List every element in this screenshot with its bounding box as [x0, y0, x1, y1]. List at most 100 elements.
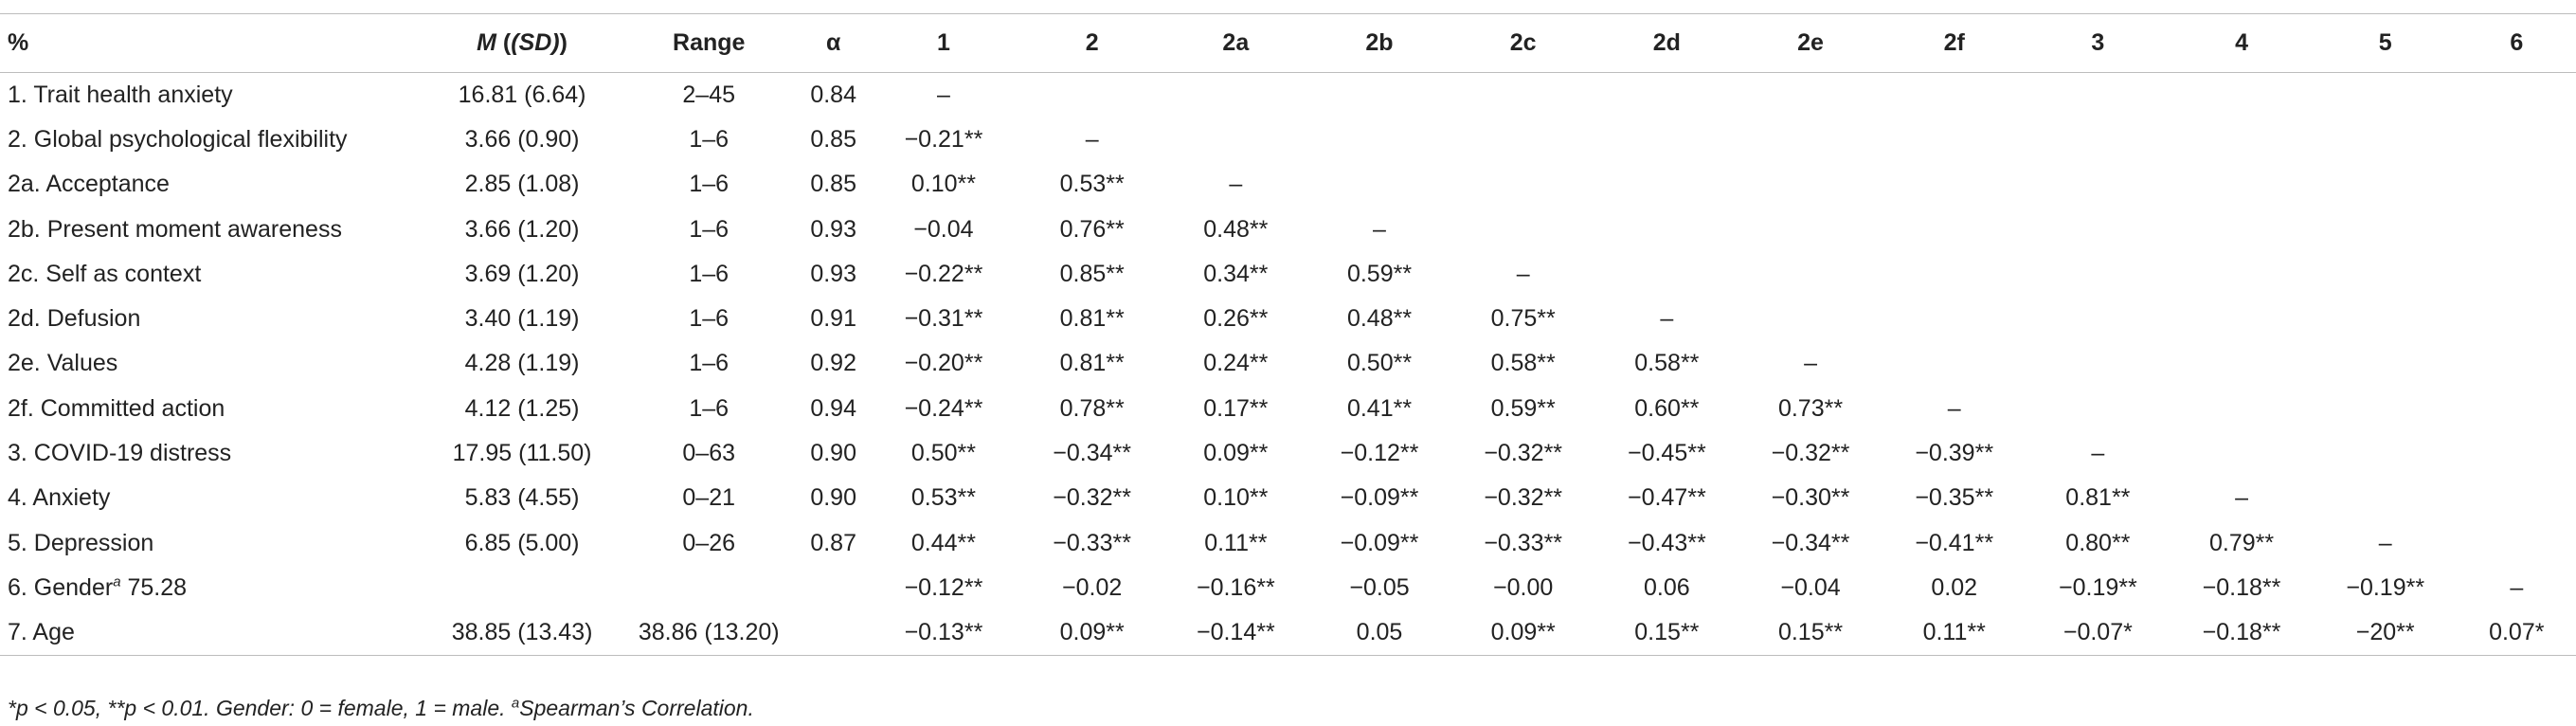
correlation-cell: 0.58** — [1490, 350, 1556, 377]
correlation-cell: −0.43** — [1627, 529, 1706, 556]
correlation-cell: 0.48** — [1203, 215, 1269, 243]
cell-alpha: 0.92 — [810, 350, 856, 377]
correlation-cell: −0.16** — [1196, 573, 1275, 601]
correlation-cell: 0.73** — [1777, 394, 1844, 422]
cell-alpha — [800, 566, 867, 610]
correlation-cell: −0.33** — [1053, 529, 1132, 556]
correlation-cell — [2314, 341, 2458, 386]
correlation-cell: −0.21** — [904, 125, 983, 153]
correlation-cell — [1307, 73, 1451, 118]
correlation-cell: 0.02 — [1931, 573, 1978, 601]
header-col-2b: 2b — [1365, 29, 1394, 56]
correlation-cell — [1451, 207, 1595, 251]
cell-mean-sd — [426, 566, 618, 610]
cell-mean-sd: 4.12 (1.25) — [464, 394, 580, 422]
correlation-cell: – — [936, 81, 950, 108]
cell-range: 38.86 (13.20) — [638, 618, 780, 645]
header-sd: (SD) — [511, 29, 560, 56]
header-col-2: 2 — [1085, 29, 1099, 56]
correlation-cell — [2170, 387, 2314, 431]
cell-mean-sd: 4.28 (1.19) — [464, 350, 580, 377]
correlation-cell: 0.81** — [1059, 350, 1125, 377]
correlation-cell — [1164, 118, 1308, 162]
correlation-cell: −0.18** — [2202, 618, 2281, 645]
cell-mean-sd: 38.85 (13.43) — [451, 618, 593, 645]
header-range: Range — [673, 29, 746, 56]
correlation-cell — [1882, 118, 2027, 162]
cell-alpha: 0.93 — [810, 215, 856, 243]
correlation-cell: −0.32** — [1484, 440, 1563, 467]
correlation-cell: 0.60** — [1634, 394, 1700, 422]
row-label: 2b. Present moment awareness — [8, 215, 342, 243]
cell-alpha: 0.87 — [810, 529, 856, 556]
correlation-cell: – — [1660, 305, 1674, 333]
cell-mean-sd: 3.69 (1.20) — [464, 260, 580, 287]
correlation-cell: 0.41** — [1346, 394, 1413, 422]
correlation-cell: 0.15** — [1634, 618, 1700, 645]
cell-mean-sd: 5.83 (4.55) — [464, 484, 580, 512]
correlation-cell: 0.81** — [2065, 484, 2131, 512]
correlation-cell — [2458, 431, 2576, 476]
cell-mean-sd: 3.40 (1.19) — [464, 305, 580, 333]
row-label: 2e. Values — [8, 350, 118, 377]
correlation-cell — [1738, 73, 1882, 118]
correlation-cell — [2170, 73, 2314, 118]
correlation-cell — [2170, 118, 2314, 162]
correlation-cell — [2170, 162, 2314, 207]
correlation-cell: 0.17** — [1203, 394, 1269, 422]
correlation-cell — [1451, 162, 1595, 207]
correlation-cell: 0.59** — [1490, 394, 1556, 422]
correlation-cell: −0.35** — [1915, 484, 1994, 512]
correlation-cell: −0.20** — [904, 350, 983, 377]
correlation-cell: – — [1229, 171, 1243, 198]
row-label: 3. COVID-19 distress — [8, 440, 232, 467]
correlation-cell — [2170, 207, 2314, 251]
cell-mean-sd: 17.95 (11.50) — [452, 440, 592, 467]
row-label: 6. Gendera 75.28 — [8, 573, 188, 601]
header-row: % M ((SD)) Range α 1 2 2a 2b 2c 2d 2e 2f… — [0, 13, 2576, 73]
correlation-cell: 0.53** — [1059, 171, 1125, 198]
cell-alpha: 0.84 — [810, 81, 856, 108]
correlation-cell — [1451, 118, 1595, 162]
correlation-cell: 0.10** — [1203, 484, 1269, 512]
header-mean-sd: M ((SD)) — [477, 29, 567, 56]
cell-mean-sd: 2.85 (1.08) — [464, 171, 580, 198]
correlation-cell: 0.06 — [1644, 573, 1690, 601]
cell-range: 1–6 — [689, 305, 730, 333]
header-col-4: 4 — [2235, 29, 2248, 56]
cell-alpha: 0.94 — [810, 394, 856, 422]
correlation-cell: 0.11** — [1922, 618, 1986, 645]
correlation-cell: −20** — [2355, 618, 2415, 645]
table-row: 2f. Committed action 4.12 (1.25) 1–6 0.94 −0… — [0, 387, 2576, 431]
correlation-cell — [2458, 341, 2576, 386]
correlation-cell — [2458, 207, 2576, 251]
correlation-cell: −0.24** — [904, 394, 983, 422]
row-label: 2f. Committed action — [8, 394, 225, 422]
correlation-cell: −0.13** — [904, 618, 983, 645]
correlation-cell — [1307, 162, 1451, 207]
correlation-cell — [2027, 387, 2171, 431]
row-label: 5. Depression — [8, 529, 154, 556]
correlation-cell: −0.12** — [904, 573, 983, 601]
correlation-cell: −0.02 — [1062, 573, 1123, 601]
correlation-cell: – — [1085, 125, 1099, 153]
correlation-cell — [1164, 73, 1308, 118]
table-row: 2e. Values 4.28 (1.19) 1–6 0.92 −0.20** 0.81*… — [0, 341, 2576, 386]
table-row: 1. Trait health anxiety 16.81 (6.64) 2–45 0… — [0, 73, 2576, 118]
correlation-cell: – — [2235, 484, 2248, 512]
correlation-cell: −0.09** — [1340, 529, 1419, 556]
correlation-cell — [1882, 207, 2027, 251]
correlation-cell: 0.15** — [1777, 618, 1844, 645]
correlation-cell — [1882, 252, 2027, 297]
header-percent: % — [8, 29, 29, 56]
correlation-cell: −0.12** — [1340, 440, 1419, 467]
correlation-cell: 0.58** — [1634, 350, 1700, 377]
correlation-cell — [2170, 431, 2314, 476]
cell-range: 1–6 — [689, 125, 730, 153]
correlation-cell — [2314, 73, 2458, 118]
correlation-cell — [2458, 297, 2576, 341]
correlation-cell — [2458, 520, 2576, 565]
correlation-cell — [2027, 162, 2171, 207]
cell-range: 1–6 — [689, 260, 730, 287]
correlation-cell: 0.44** — [910, 529, 976, 556]
